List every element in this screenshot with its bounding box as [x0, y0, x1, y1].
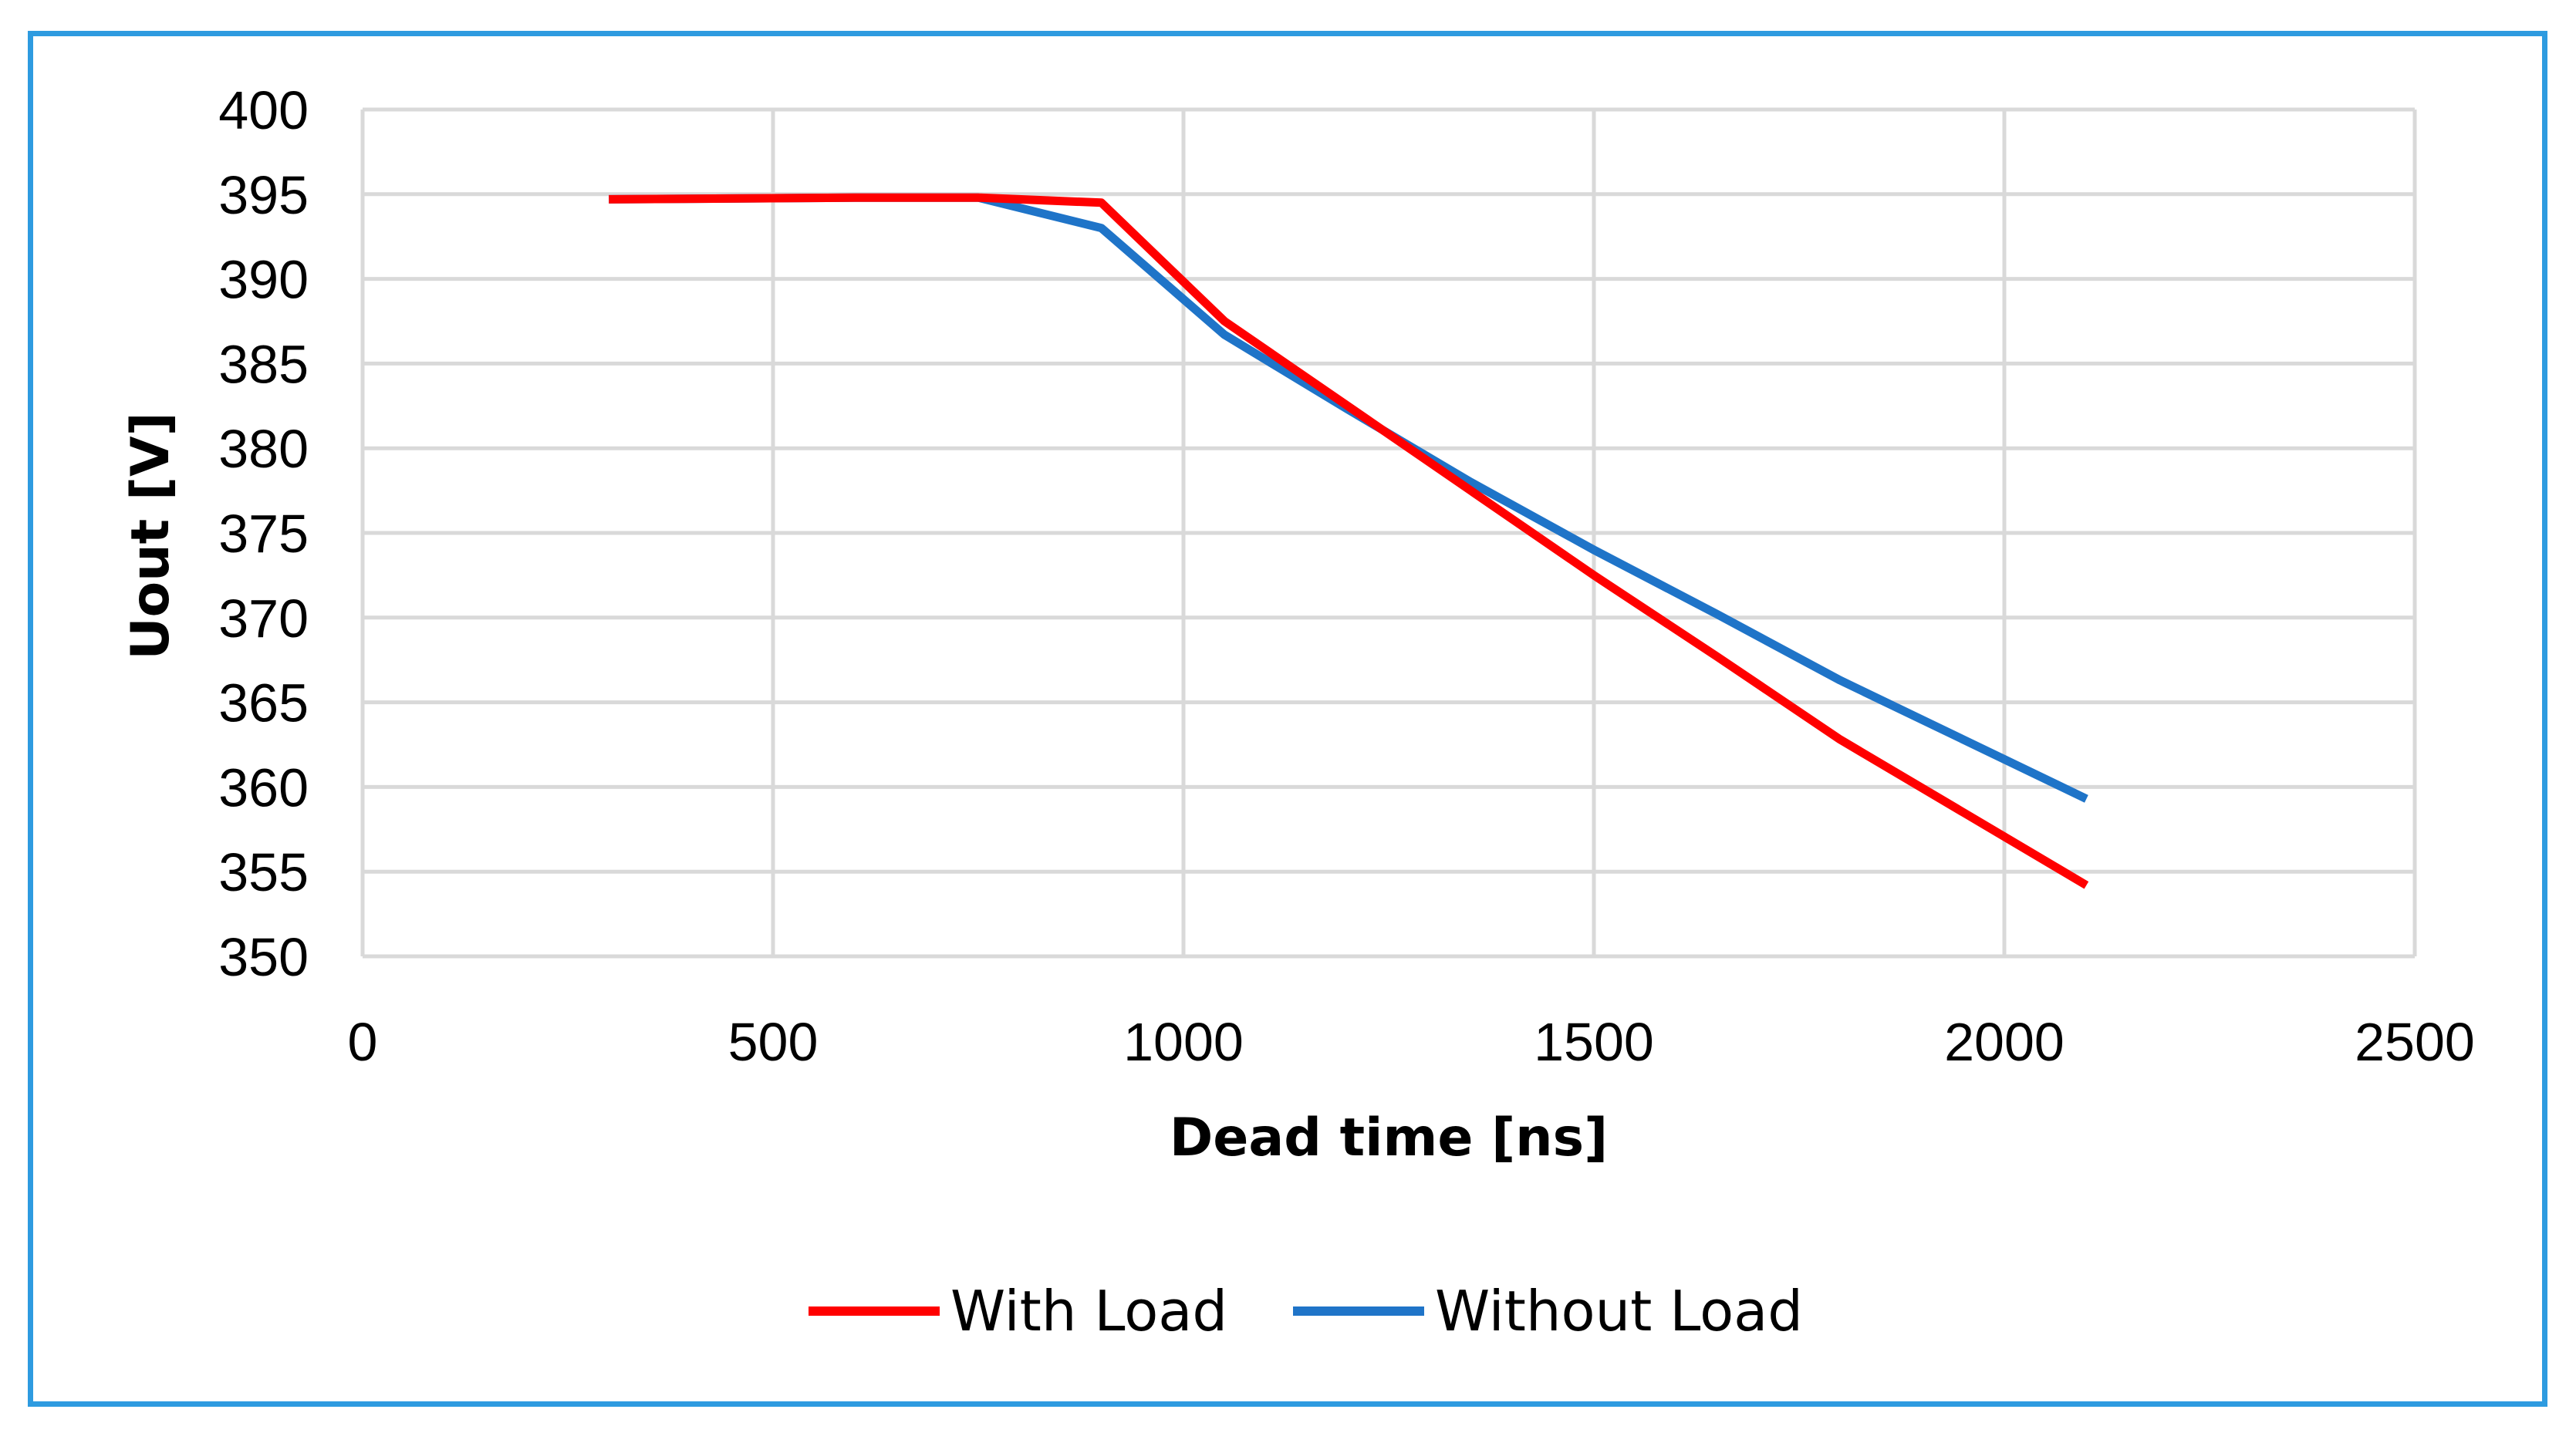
y-tick-label: 350 — [218, 927, 309, 987]
legend: With Load Without Load — [809, 1279, 1803, 1344]
x-tick-label: 2500 — [2355, 1012, 2475, 1072]
legend-label-with-load: With Load — [950, 1279, 1227, 1344]
plot-series — [609, 193, 2089, 889]
y-tick-label: 375 — [218, 504, 309, 564]
series-line-with-load — [609, 193, 2089, 889]
y-tick-label: 385 — [218, 334, 309, 394]
y-tick-label: 370 — [218, 588, 309, 649]
grid — [360, 107, 2417, 959]
x-tick-label: 1500 — [1534, 1012, 1654, 1072]
series-line-without-load — [609, 193, 2088, 803]
y-tick-label: 360 — [218, 757, 309, 818]
x-tick-label: 500 — [728, 1012, 819, 1072]
y-tick-label: 390 — [218, 250, 309, 310]
chart-frame — [28, 31, 2547, 1407]
x-tick-label: 0 — [348, 1012, 378, 1072]
x-tick-label: 1000 — [1123, 1012, 1244, 1072]
y-tick-label: 400 — [218, 80, 309, 140]
y-tick-label: 380 — [218, 419, 309, 479]
x-axis-title: Dead time [ns] — [1170, 1108, 1608, 1168]
y-axis-title: Uout [V] — [120, 412, 181, 659]
y-tick-label: 365 — [218, 673, 309, 733]
tick-labels: 350 355 360 365 370 375 380 385 390 395 400 0 500 100… — [218, 80, 2475, 1072]
x-tick-label: 2000 — [1944, 1012, 2065, 1072]
y-tick-label: 395 — [218, 165, 309, 225]
y-tick-label: 355 — [218, 842, 309, 902]
legend-label-without-load: Without Load — [1435, 1279, 1803, 1344]
